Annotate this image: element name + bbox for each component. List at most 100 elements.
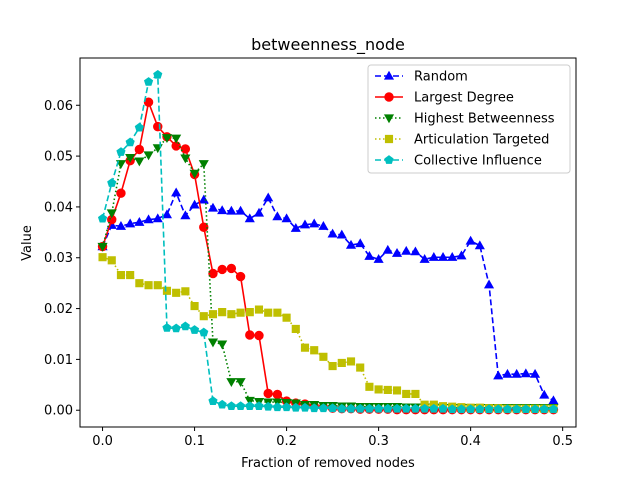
- data-point-random: [253, 207, 265, 217]
- data-point-articulation-targeted: [236, 308, 245, 317]
- data-point-largest-degree: [263, 388, 273, 399]
- data-point-articulation-targeted: [282, 313, 291, 322]
- data-point-random: [456, 250, 467, 260]
- data-point-collective-influence: [272, 402, 282, 412]
- data-point-random: [520, 368, 531, 378]
- data-point-random: [134, 216, 145, 226]
- data-point-random: [373, 254, 384, 263]
- data-point-collective-influence: [355, 403, 365, 413]
- data-point-articulation-targeted: [365, 382, 374, 391]
- legend-marker: [383, 70, 395, 80]
- data-point-random: [152, 213, 163, 223]
- data-point-random: [272, 211, 283, 221]
- data-point-random: [281, 213, 292, 223]
- data-point-articulation-targeted: [310, 346, 319, 355]
- x-axis-title: Fraction of removed nodes: [241, 456, 415, 471]
- legend-label: Highest Betweenness: [414, 112, 555, 127]
- legend-marker: [383, 114, 395, 124]
- data-point-highest-betweenness: [198, 160, 209, 169]
- data-point-largest-degree: [153, 121, 163, 132]
- data-point-collective-influence: [328, 403, 338, 413]
- data-point-collective-influence: [235, 401, 246, 411]
- data-point-collective-influence: [189, 325, 200, 334]
- data-point-random: [410, 246, 421, 256]
- data-point-largest-degree: [272, 389, 283, 400]
- data-point-random: [391, 247, 403, 257]
- data-point-random: [235, 205, 246, 215]
- data-point-articulation-targeted: [273, 308, 282, 317]
- data-point-highest-betweenness: [235, 378, 246, 387]
- data-point-collective-influence: [456, 404, 467, 414]
- plot-area: [97, 69, 559, 415]
- data-point-articulation-targeted: [144, 281, 153, 290]
- data-point-collective-influence: [107, 178, 117, 187]
- data-point-collective-influence: [318, 403, 328, 413]
- legend-marker: [384, 92, 394, 102]
- data-point-random: [336, 229, 347, 239]
- axes: 0.0 0.1 0.2 0.3 0.4 0.5 0.00 0.01 0.02 0.03 0.04 0.…: [44, 57, 577, 449]
- data-point-random: [226, 205, 237, 215]
- data-point-collective-influence: [539, 404, 549, 414]
- data-point-largest-degree: [134, 144, 145, 155]
- y-tick-label: 0.01: [44, 353, 73, 368]
- x-tick-label: 0.5: [552, 434, 573, 449]
- data-point-random: [401, 245, 412, 255]
- data-point-collective-influence: [410, 403, 421, 413]
- data-point-collective-influence: [180, 321, 190, 331]
- data-point-collective-influence: [383, 403, 393, 413]
- data-point-random: [511, 368, 522, 378]
- data-point-random: [382, 244, 393, 254]
- data-point-articulation-targeted: [245, 308, 254, 317]
- data-point-articulation-targeted: [300, 343, 310, 352]
- data-point-articulation-targeted: [172, 288, 181, 297]
- legend-marker: [384, 134, 394, 144]
- data-point-highest-betweenness: [189, 169, 200, 179]
- data-point-highest-betweenness: [115, 160, 127, 169]
- data-point-collective-influence: [392, 403, 402, 413]
- data-point-articulation-targeted: [392, 386, 402, 395]
- data-point-collective-influence: [429, 403, 439, 413]
- data-point-articulation-targeted: [107, 256, 116, 265]
- data-point-collective-influence: [346, 403, 356, 413]
- data-point-collective-influence: [475, 404, 485, 414]
- data-point-articulation-targeted: [328, 361, 337, 371]
- data-point-articulation-targeted: [218, 308, 227, 317]
- data-point-collective-influence: [291, 402, 301, 412]
- data-point-collective-influence: [282, 402, 292, 412]
- data-point-collective-influence: [337, 403, 347, 413]
- data-point-collective-influence: [254, 401, 264, 411]
- data-point-articulation-targeted: [199, 312, 208, 321]
- data-point-collective-influence: [374, 403, 384, 413]
- data-point-articulation-targeted: [135, 279, 144, 288]
- data-point-random: [189, 199, 200, 209]
- data-point-random: [447, 252, 458, 261]
- data-point-articulation-targeted: [374, 385, 383, 394]
- legend-label: Random: [414, 70, 468, 85]
- data-point-highest-betweenness: [217, 340, 228, 350]
- y-axis-title: Value: [20, 225, 35, 261]
- data-point-articulation-targeted: [126, 270, 135, 280]
- data-point-collective-influence: [548, 404, 559, 414]
- data-point-random: [474, 240, 485, 250]
- chart-title: betweenness_node: [251, 35, 405, 55]
- data-point-articulation-targeted: [190, 301, 199, 311]
- data-point-random: [465, 235, 476, 245]
- data-point-largest-degree: [235, 271, 246, 282]
- data-point-random: [437, 252, 449, 261]
- data-point-random: [345, 239, 357, 249]
- data-point-collective-influence: [521, 404, 531, 414]
- data-point-random: [299, 219, 311, 229]
- data-point-random: [290, 223, 301, 232]
- data-point-articulation-targeted: [291, 324, 300, 333]
- data-point-articulation-targeted: [254, 305, 264, 314]
- data-point-random: [171, 187, 182, 197]
- data-point-random: [180, 210, 191, 220]
- data-point-largest-degree: [199, 222, 209, 232]
- data-point-highest-betweenness: [171, 134, 182, 144]
- data-point-collective-influence: [364, 403, 374, 413]
- data-point-random: [125, 218, 136, 228]
- data-point-random: [161, 209, 173, 219]
- data-point-random: [207, 202, 219, 212]
